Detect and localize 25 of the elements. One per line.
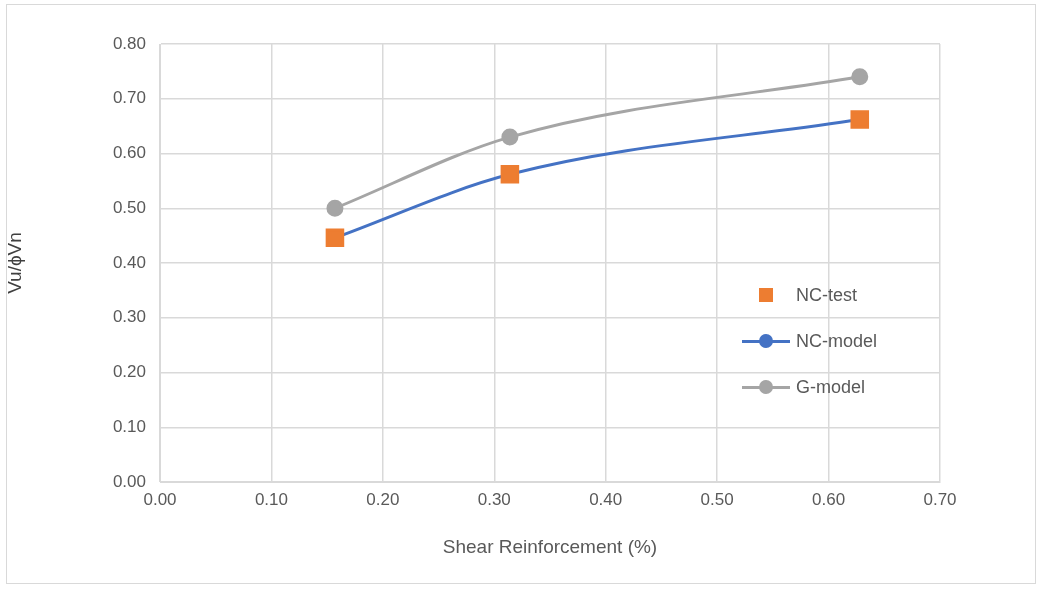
x-tick-label: 0.50: [700, 489, 734, 509]
legend-label: NC-model: [796, 330, 878, 352]
legend-label: G-model: [796, 376, 866, 398]
y-tick-label: 0.30: [112, 307, 146, 327]
x-tick-label: 0.70: [923, 489, 957, 509]
y-tick-label: 0.40: [112, 252, 146, 272]
point: [326, 199, 344, 217]
x-tick-label: 0.30: [477, 489, 511, 509]
y-tick-label: 0.20: [112, 362, 146, 382]
x-tick-label: 0.20: [366, 489, 400, 509]
x-tick-label: 0.40: [589, 489, 623, 509]
x-tick-label: 0.10: [254, 489, 288, 509]
x-tick-label: 0.60: [812, 489, 846, 509]
point: [501, 128, 519, 146]
y-tick-label: 0.50: [112, 197, 146, 217]
x-tick-label: 0.00: [143, 489, 177, 509]
y-tick-label: 0.00: [112, 471, 146, 491]
point: [851, 68, 869, 86]
y-tick-label: 0.80: [112, 33, 146, 53]
y-tick-label: 0.70: [112, 88, 146, 108]
x-axis-title: Shear Reinforcement (%): [442, 535, 658, 557]
y-tick-label: 0.60: [112, 143, 146, 163]
legend-label: NC-test: [796, 284, 858, 306]
y-tick-label: 0.10: [112, 416, 146, 436]
y-axis-title: Vu/ϕVn: [3, 232, 25, 294]
